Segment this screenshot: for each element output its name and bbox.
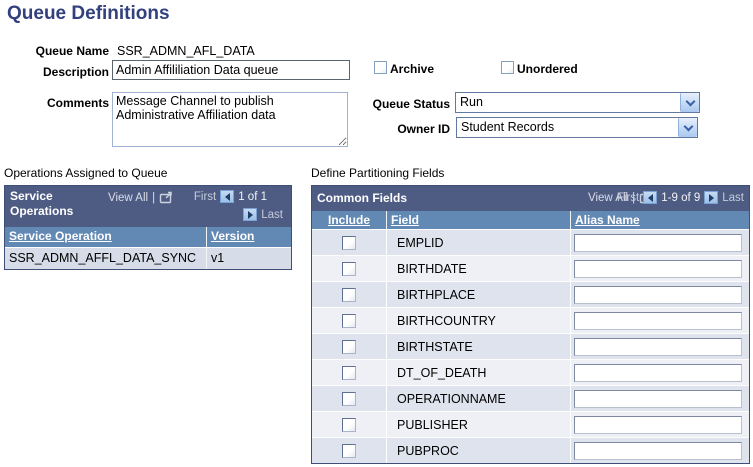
page-title: Queue Definitions — [7, 3, 170, 24]
nav-first[interactable]: First — [616, 191, 640, 204]
grid-nav-line1: First 1 of 1 — [194, 190, 267, 203]
field-name: PUBLISHER — [386, 412, 570, 437]
include-checkbox[interactable] — [342, 313, 356, 328]
table-row: BIRTHCOUNTRY — [312, 307, 749, 333]
owner-id-label: Owner ID — [397, 122, 450, 136]
alias-name-input[interactable] — [574, 259, 742, 278]
queue-status-label: Queue Status — [372, 97, 450, 111]
grid-title: Service Operations — [10, 189, 74, 218]
table-row: DT_OF_DEATH — [312, 359, 749, 385]
comments-textarea[interactable] — [112, 92, 348, 147]
nav-counter: 1-9 of 9 — [661, 191, 701, 204]
nav-next-button[interactable] — [243, 208, 258, 221]
column-version[interactable]: Version — [206, 227, 291, 247]
include-checkbox[interactable] — [342, 391, 356, 406]
alias-name-input[interactable] — [574, 363, 742, 382]
queue-status-select[interactable]: Run — [455, 92, 700, 113]
nav-prev-button[interactable] — [220, 190, 235, 203]
grid-nav: First 1-9 of 9 Last — [617, 191, 744, 204]
alias-name-input[interactable] — [574, 415, 742, 434]
field-name: BIRTHCOUNTRY — [386, 308, 570, 333]
operations-section-label: Operations Assigned to Queue — [4, 166, 168, 180]
queue-name-value: SSR_ADMN_AFL_DATA — [117, 44, 255, 58]
field-name: OPERATIONNAME — [386, 386, 570, 411]
column-field[interactable]: Field — [386, 211, 570, 229]
alias-name-input[interactable] — [574, 337, 742, 356]
nav-next-button[interactable] — [704, 191, 719, 204]
chevron-down-icon — [678, 118, 697, 137]
table-row: PUBLISHER — [312, 411, 749, 437]
service-operations-column-header: Service Operation Version — [5, 227, 291, 247]
unordered-label: Unordered — [517, 62, 578, 76]
common-fields-column-header: Include Field Alias Name — [312, 211, 749, 229]
triangle-left-icon — [647, 193, 653, 202]
alias-name-input[interactable] — [574, 311, 742, 330]
unordered-checkbox[interactable] — [501, 61, 514, 74]
divider: | — [152, 191, 156, 204]
table-row: EMPLID — [312, 229, 749, 255]
field-name: EMPLID — [386, 230, 570, 255]
column-alias-name[interactable]: Alias Name — [570, 211, 749, 229]
owner-id-select[interactable]: Student Records — [456, 117, 698, 138]
view-all-link[interactable]: View All | — [108, 191, 174, 204]
service-operations-grid-header: Service Operations View All | First 1 of… — [5, 186, 291, 227]
owner-id-value: Student Records — [461, 120, 555, 134]
table-row: BIRTHDATE — [312, 255, 749, 281]
nav-last[interactable]: Last — [261, 208, 283, 221]
archive-checkbox[interactable] — [374, 61, 387, 74]
triangle-left-icon — [224, 192, 230, 201]
field-name: DT_OF_DEATH — [386, 360, 570, 385]
description-input[interactable] — [112, 60, 350, 80]
divider: | — [632, 191, 636, 204]
include-checkbox[interactable] — [342, 261, 356, 276]
alias-name-input[interactable] — [574, 233, 742, 252]
queue-name-label: Queue Name — [35, 44, 109, 58]
grid-title: Common Fields — [317, 191, 408, 205]
column-service-operation[interactable]: Service Operation — [9, 229, 112, 243]
field-name: BIRTHSTATE — [386, 334, 570, 359]
nav-prev-button[interactable] — [643, 191, 658, 204]
nav-last[interactable]: Last — [722, 191, 744, 204]
view-all-label: View All — [108, 191, 149, 204]
column-include[interactable]: Include — [327, 213, 370, 227]
alias-name-input[interactable] — [574, 285, 742, 304]
table-row: BIRTHPLACE — [312, 281, 749, 307]
include-checkbox[interactable] — [342, 443, 356, 458]
service-operation-value: SSR_ADMN_AFFL_DATA_SYNC — [9, 251, 197, 265]
include-checkbox[interactable] — [342, 339, 356, 354]
include-checkbox[interactable] — [342, 287, 356, 302]
version-value: v1 — [206, 248, 291, 269]
triangle-right-icon — [708, 193, 714, 202]
chevron-down-icon — [680, 93, 699, 112]
table-row: PUBPROC — [312, 437, 749, 463]
grid-nav-line2: Last — [243, 208, 283, 221]
common-fields-grid: Common Fields View All | First 1-9 of 9 … — [311, 185, 750, 464]
include-checkbox[interactable] — [342, 235, 356, 250]
include-checkbox[interactable] — [342, 365, 356, 380]
comments-label: Comments — [46, 96, 109, 110]
alias-name-input[interactable] — [574, 441, 742, 460]
table-row: SSR_ADMN_AFFL_DATA_SYNC v1 — [5, 247, 291, 269]
service-operations-grid: Service Operations View All | First 1 of… — [4, 185, 292, 270]
nav-first[interactable]: First — [193, 190, 217, 203]
partitioning-section-label: Define Partitioning Fields — [311, 166, 445, 180]
table-row: OPERATIONNAME — [312, 385, 749, 411]
triangle-right-icon — [247, 210, 253, 219]
nav-counter: 1 of 1 — [238, 190, 267, 203]
alias-name-input[interactable] — [574, 389, 742, 408]
queue-status-value: Run — [460, 95, 483, 109]
grid-popup-icon[interactable] — [159, 191, 174, 204]
field-name: BIRTHDATE — [386, 256, 570, 281]
field-name: PUBPROC — [386, 438, 570, 463]
archive-label: Archive — [390, 62, 435, 76]
view-all-label: View All — [588, 191, 629, 204]
include-checkbox[interactable] — [342, 417, 356, 432]
common-fields-grid-header: Common Fields View All | First 1-9 of 9 … — [312, 186, 749, 211]
description-label: Description — [42, 65, 109, 79]
table-row: BIRTHSTATE — [312, 333, 749, 359]
field-name: BIRTHPLACE — [386, 282, 570, 307]
